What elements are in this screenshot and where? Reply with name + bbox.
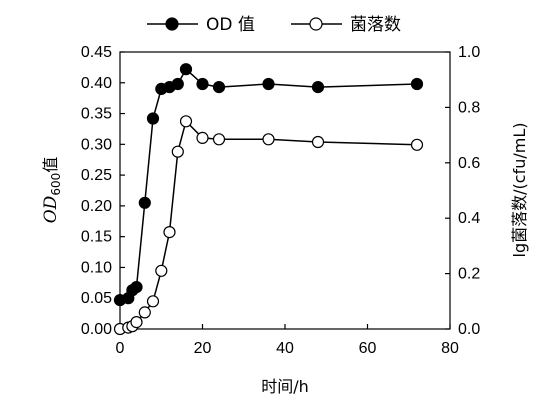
series-1-point	[171, 145, 184, 158]
y-axis-left-label: OD600值	[41, 157, 63, 224]
x-axis: 0 20 40 60 80	[116, 324, 459, 357]
x-axis-label: 时间/h	[261, 377, 309, 396]
series-1-point	[262, 133, 275, 146]
x-tick-label: 60	[359, 340, 377, 357]
y-left-tick-label: 0.10	[81, 259, 112, 276]
y-right-tick-label: 1.0	[458, 44, 480, 61]
y-axis-right-label: lg菌落数/(cfu/mL)	[510, 123, 529, 258]
series-1-point	[163, 226, 176, 239]
y-left-tick-label: 0.40	[81, 75, 112, 92]
x-tick-label: 0	[116, 340, 125, 357]
series-1-point	[410, 138, 424, 151]
series-1-point	[311, 135, 325, 149]
series-1-point	[196, 131, 209, 144]
series-1-point	[146, 295, 160, 308]
series-0-point	[179, 63, 193, 76]
y-right-tick-label: 0.6	[458, 155, 480, 172]
y-left-tick-label: 0.30	[81, 136, 112, 153]
y-axis-left: 0.00 0.05 0.10 0.15 0.20 0.25 0.30 0.35 0.40 0.45	[81, 44, 125, 338]
series-0-point	[311, 80, 325, 94]
y-right-tick-label: 0.4	[458, 210, 480, 227]
y-axis-left-label-suffix: 值	[41, 157, 60, 173]
series-layer	[113, 63, 424, 336]
y-right-tick-label: 0.8	[458, 99, 480, 116]
y-left-tick-label: 0.35	[81, 106, 112, 123]
series-line-1	[119, 119, 418, 330]
legend-label-od: OD 值	[206, 15, 255, 35]
legend-entry-colony: 菌落数	[291, 15, 401, 35]
y-axis-right: 0.0 0.2 0.4 0.6 0.8 1.0	[445, 44, 480, 338]
series-0-point	[196, 77, 209, 91]
x-tick-label: 20	[194, 340, 212, 357]
y-left-tick-label: 0.05	[81, 290, 112, 307]
legend: OD 值 菌落数	[147, 15, 401, 35]
series-1-point	[212, 133, 226, 146]
series-0-point	[130, 281, 143, 294]
series-0-point	[212, 80, 226, 94]
y-left-tick-label: 0.20	[81, 198, 112, 215]
x-tick-label: 80	[441, 340, 459, 357]
y-axis-left-label-sub: 600	[49, 173, 63, 196]
legend-marker-colony	[309, 17, 323, 31]
y-right-tick-label: 0.0	[458, 321, 480, 338]
y-right-tick-label: 0.2	[458, 266, 480, 283]
series-0-point	[410, 77, 424, 91]
series-1-point	[130, 316, 143, 329]
y-left-tick-label: 0.00	[81, 321, 112, 338]
series-0-point	[171, 77, 184, 91]
y-left-tick-label: 0.45	[81, 44, 112, 61]
legend-entry-od: OD 值	[147, 15, 255, 35]
series-1-point	[138, 306, 151, 319]
series-1-point	[179, 115, 193, 128]
series-0-point	[146, 112, 160, 125]
legend-label-colony: 菌落数	[350, 15, 401, 35]
series-1-point	[155, 264, 168, 277]
series-0-point	[262, 77, 275, 91]
y-axis-left-label-main: OD	[41, 195, 61, 223]
legend-marker-od	[165, 17, 179, 31]
y-left-tick-label: 0.25	[81, 167, 112, 184]
series-line-0	[119, 68, 418, 301]
series-0-point	[138, 196, 151, 209]
plot-frame	[119, 51, 451, 330]
y-left-tick-label: 0.15	[81, 229, 112, 246]
x-tick-label: 40	[276, 340, 294, 357]
